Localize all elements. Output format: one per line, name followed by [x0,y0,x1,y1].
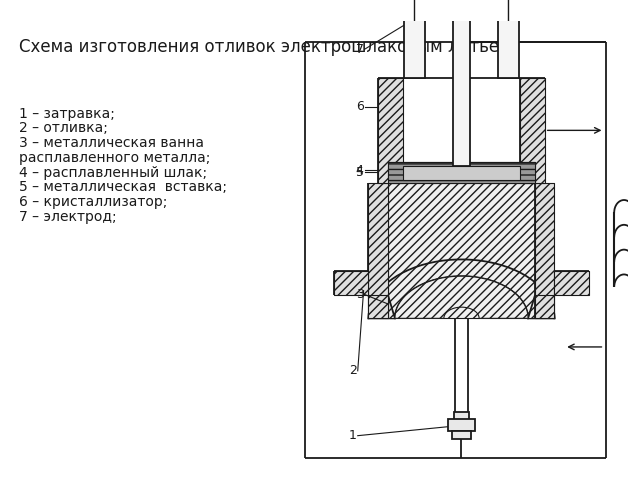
Bar [452,0,470,166]
Polygon shape [535,183,554,318]
Text: 5: 5 [356,166,364,179]
Text: расплавленного металла;: расплавленного металла; [19,151,211,165]
Polygon shape [388,162,535,178]
Polygon shape [388,162,535,183]
Polygon shape [520,78,545,183]
Text: 3: 3 [356,288,364,301]
Text: 7: 7 [356,43,364,56]
Polygon shape [334,271,388,318]
Text: 1 – затравка;: 1 – затравка; [19,107,115,120]
Text: 3 – металлическая ванна: 3 – металлическая ванна [19,136,204,150]
Polygon shape [369,183,388,318]
Bar [404,0,425,78]
Bar [498,0,519,78]
Polygon shape [535,271,589,318]
Text: 6: 6 [356,100,364,113]
Text: 4: 4 [356,164,364,177]
Bar [448,420,475,431]
Bar [454,412,469,423]
Polygon shape [395,276,528,318]
Text: 7 – электрод;: 7 – электрод; [19,210,116,224]
Polygon shape [388,183,535,318]
Bar [452,431,471,439]
Polygon shape [369,260,554,318]
Text: 1: 1 [349,429,356,442]
Polygon shape [403,166,520,180]
Text: 5 – металлическая  вставка;: 5 – металлическая вставка; [19,180,227,194]
Text: 6 – кристаллизатор;: 6 – кристаллизатор; [19,195,168,209]
Text: 2 – отливка;: 2 – отливка; [19,121,108,135]
Text: 2: 2 [349,364,356,377]
Text: 4 – расплавленный шлак;: 4 – расплавленный шлак; [19,166,207,180]
Polygon shape [378,78,403,183]
Text: Схема изготовления отливок электрошлаковым литьем: Схема изготовления отливок электрошлаков… [19,38,512,56]
